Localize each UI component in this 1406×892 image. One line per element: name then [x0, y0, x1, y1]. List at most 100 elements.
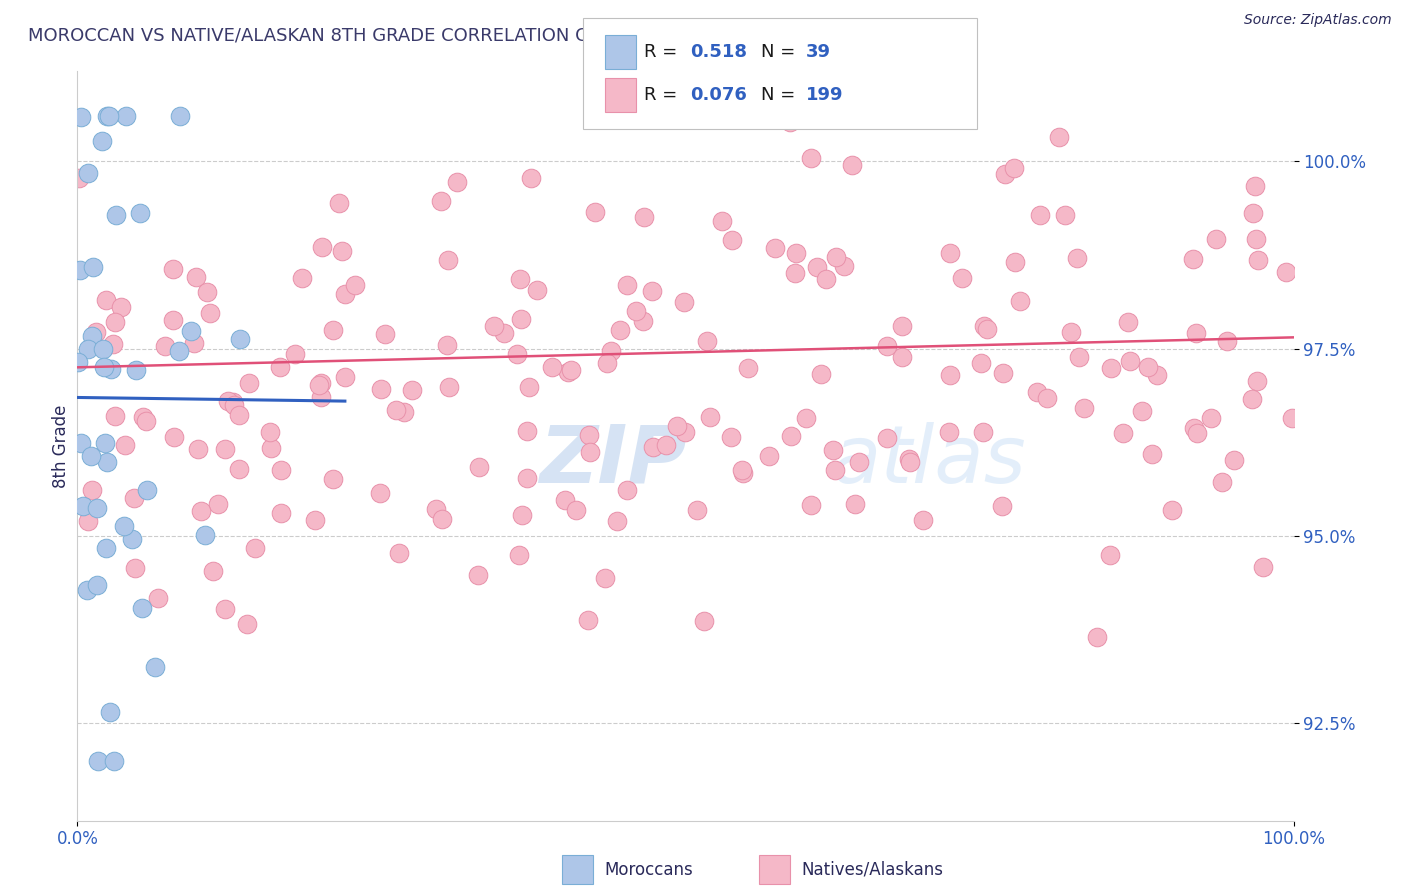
- Point: [938, 425, 960, 440]
- Point: [82, 260, 104, 274]
- Point: [1026, 384, 1049, 399]
- Point: [270, 463, 292, 477]
- Point: [430, 194, 453, 209]
- Text: ZIP: ZIP: [540, 422, 688, 500]
- Point: [77, 515, 100, 529]
- Point: [783, 266, 806, 280]
- Point: [100, 362, 122, 376]
- Point: [76, 583, 98, 598]
- Point: [1140, 447, 1163, 461]
- Point: [1112, 425, 1135, 440]
- Point: [720, 430, 742, 444]
- Point: [86, 578, 108, 592]
- Point: [891, 318, 914, 333]
- Point: [304, 513, 326, 527]
- Point: [132, 409, 155, 424]
- Point: [780, 429, 803, 443]
- Point: [162, 313, 184, 327]
- Point: [1199, 411, 1222, 425]
- Point: [1182, 421, 1205, 435]
- Point: [643, 440, 665, 454]
- Point: [876, 339, 898, 353]
- Point: [1098, 548, 1121, 562]
- Point: [214, 442, 236, 456]
- Point: [370, 383, 392, 397]
- Point: [508, 549, 530, 563]
- Point: [224, 398, 246, 412]
- Text: N =: N =: [761, 43, 800, 61]
- Point: [599, 343, 621, 358]
- Point: [98, 706, 121, 720]
- Point: [436, 253, 458, 268]
- Point: [506, 347, 529, 361]
- Point: [67, 354, 90, 368]
- Text: 199: 199: [806, 87, 844, 104]
- Point: [69, 435, 91, 450]
- Point: [121, 532, 143, 546]
- Point: [779, 115, 801, 129]
- Point: [1002, 161, 1025, 175]
- Point: [1099, 361, 1122, 376]
- Point: [69, 263, 91, 277]
- Text: N =: N =: [761, 87, 800, 104]
- Point: [467, 459, 489, 474]
- Point: [87, 754, 110, 768]
- Point: [1004, 255, 1026, 269]
- Point: [259, 425, 281, 439]
- Point: [260, 441, 283, 455]
- Point: [517, 379, 540, 393]
- Point: [394, 405, 416, 419]
- Point: [190, 504, 212, 518]
- Point: [557, 365, 579, 379]
- Point: [200, 306, 222, 320]
- Point: [972, 425, 994, 439]
- Point: [595, 355, 617, 369]
- Point: [516, 424, 538, 438]
- Point: [436, 337, 458, 351]
- Point: [565, 502, 588, 516]
- Point: [993, 366, 1015, 380]
- Point: [631, 314, 654, 328]
- Point: [1211, 475, 1233, 489]
- Point: [128, 206, 150, 220]
- Point: [1008, 294, 1031, 309]
- Point: [693, 615, 716, 629]
- Point: [666, 418, 689, 433]
- Point: [758, 449, 780, 463]
- Point: [104, 315, 127, 329]
- Point: [112, 518, 135, 533]
- Point: [328, 196, 350, 211]
- Point: [430, 512, 453, 526]
- Point: [912, 513, 935, 527]
- Y-axis label: 8th Grade: 8th Grade: [52, 404, 70, 488]
- Point: [510, 508, 533, 522]
- Point: [311, 376, 333, 390]
- Text: R =: R =: [644, 43, 683, 61]
- Point: [898, 452, 921, 467]
- Point: [195, 285, 218, 299]
- Point: [737, 361, 759, 376]
- Point: [1244, 232, 1267, 246]
- Point: [125, 363, 148, 377]
- Point: [214, 602, 236, 616]
- Point: [1241, 206, 1264, 220]
- Point: [1146, 368, 1168, 382]
- Point: [673, 425, 696, 439]
- Text: 0.518: 0.518: [690, 43, 748, 61]
- Point: [1185, 425, 1208, 440]
- Point: [135, 483, 157, 497]
- Point: [841, 158, 863, 172]
- Point: [291, 271, 314, 285]
- Point: [84, 325, 107, 339]
- Point: [832, 260, 855, 274]
- Point: [1036, 391, 1059, 405]
- Point: [187, 442, 209, 456]
- Point: [1215, 334, 1237, 348]
- Point: [1240, 392, 1263, 407]
- Point: [1116, 315, 1139, 329]
- Point: [641, 285, 664, 299]
- Point: [823, 442, 845, 457]
- Point: [311, 240, 333, 254]
- Point: [576, 613, 599, 627]
- Point: [425, 502, 447, 516]
